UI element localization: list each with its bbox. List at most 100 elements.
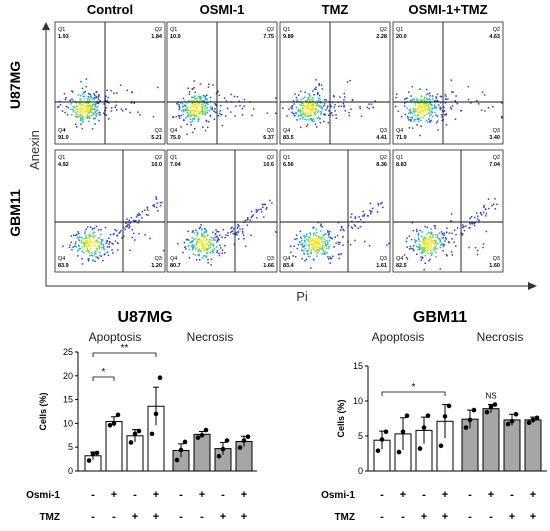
flow-event-dot xyxy=(91,235,93,237)
flow-event-dot xyxy=(450,220,452,222)
quadrant-label: Q2 xyxy=(380,155,387,161)
flow-event-dot xyxy=(205,119,208,122)
flow-event-dot xyxy=(487,107,490,109)
flow-event-dot xyxy=(243,238,245,240)
flow-event-dot xyxy=(84,232,86,234)
flow-event-dot xyxy=(87,95,89,98)
flow-event-dot xyxy=(206,242,209,244)
data-point xyxy=(404,413,410,419)
flow-event-dot xyxy=(236,96,239,98)
flow-event-dot xyxy=(315,242,317,244)
quadrant-percentage: 9.89 xyxy=(283,34,294,40)
flow-event-dot xyxy=(440,107,442,109)
significance-bracket xyxy=(92,376,115,381)
flow-event-dot xyxy=(357,227,359,229)
flow-event-dot xyxy=(247,218,249,221)
flow-event-dot xyxy=(306,244,308,247)
flow-event-dot xyxy=(309,100,312,103)
flow-event-dot xyxy=(309,117,312,120)
flow-event-dot xyxy=(413,120,415,122)
flow-event-dot xyxy=(76,113,79,116)
flow-event-dot xyxy=(485,213,488,215)
flow-event-dot xyxy=(73,234,75,236)
treatment-sign: - xyxy=(380,489,384,501)
flow-event-dot xyxy=(80,106,82,108)
flow-event-dot xyxy=(426,104,428,106)
flow-event-dot xyxy=(501,115,503,118)
flow-event-dot xyxy=(443,106,445,109)
flow-event-dot xyxy=(163,249,165,252)
flow-event-dot xyxy=(446,227,448,229)
flow-event-dot xyxy=(310,104,313,106)
flow-event-dot xyxy=(90,252,93,255)
data-point xyxy=(471,407,477,413)
flow-event-dot xyxy=(87,110,90,113)
flow-event-dot xyxy=(241,114,244,116)
treatment-sign: - xyxy=(200,511,204,523)
flow-event-dot xyxy=(202,94,205,97)
flow-event-dot xyxy=(184,246,186,249)
flow-event-dot xyxy=(428,231,430,234)
flow-event-dot xyxy=(207,103,209,105)
flow-event-dot xyxy=(439,95,442,98)
data-point xyxy=(220,446,226,452)
flow-event-dot xyxy=(310,241,312,243)
flow-event-dot xyxy=(447,98,449,100)
flow-event-dot xyxy=(214,233,217,235)
flow-event-dot xyxy=(95,95,97,98)
flow-event-dot xyxy=(478,219,480,222)
treatment-sign: - xyxy=(468,511,472,523)
flow-event-dot xyxy=(98,229,100,231)
flow-event-dot xyxy=(329,257,332,260)
flow-event-dot xyxy=(310,119,312,121)
flow-event-dot xyxy=(108,246,111,248)
flow-event-dot xyxy=(99,100,101,102)
flow-event-dot xyxy=(423,245,426,247)
flow-event-dot xyxy=(188,244,190,247)
quadrant-label: Q3 xyxy=(267,128,274,134)
quadrant-percentage: 10.9 xyxy=(170,34,181,40)
flow-event-dot xyxy=(194,104,196,107)
quadrant-percentage: 82.5 xyxy=(396,263,407,269)
flow-event-dot xyxy=(301,112,303,115)
flow-column-header: OSMI-1+TMZ xyxy=(408,2,487,17)
flow-event-dot xyxy=(208,245,210,247)
flow-column-header: TMZ xyxy=(322,2,349,17)
flow-event-dot xyxy=(433,247,435,249)
quadrant-percentage: 20.0 xyxy=(396,34,407,40)
flow-event-dot xyxy=(418,102,420,105)
flow-event-dot xyxy=(131,236,133,239)
significance-label: * xyxy=(102,367,106,378)
flow-event-dot xyxy=(185,248,187,250)
flow-event-dot xyxy=(180,109,183,112)
flow-event-dot xyxy=(427,99,429,101)
flow-event-dot xyxy=(98,237,100,239)
flow-event-dot xyxy=(421,250,423,253)
flow-event-dot xyxy=(430,252,432,254)
data-point xyxy=(128,440,134,445)
group-label: Necrosis xyxy=(187,330,234,344)
flow-event-dot xyxy=(419,104,421,106)
flow-event-dot xyxy=(82,121,84,123)
flow-event-dot xyxy=(311,105,314,107)
flow-event-dot xyxy=(94,117,97,119)
flow-event-dot xyxy=(484,215,487,217)
flow-event-dot xyxy=(434,240,437,243)
flow-event-dot xyxy=(476,253,479,256)
flow-event-dot xyxy=(416,108,418,110)
flow-event-dot xyxy=(79,108,81,111)
flow-event-dot xyxy=(74,245,76,247)
flow-row-header: GBM11 xyxy=(7,189,23,237)
flow-event-dot xyxy=(455,233,457,236)
flow-event-dot xyxy=(415,108,418,111)
flow-event-dot xyxy=(191,131,194,134)
flow-event-dot xyxy=(98,119,100,122)
flow-event-dot xyxy=(199,226,202,228)
flow-event-dot xyxy=(439,268,441,270)
quadrant-percentage: 2.28 xyxy=(376,34,387,40)
flow-event-dot xyxy=(201,107,203,109)
flow-event-dot xyxy=(309,236,311,238)
flow-event-dot xyxy=(94,108,96,110)
flow-event-dot xyxy=(431,252,433,255)
